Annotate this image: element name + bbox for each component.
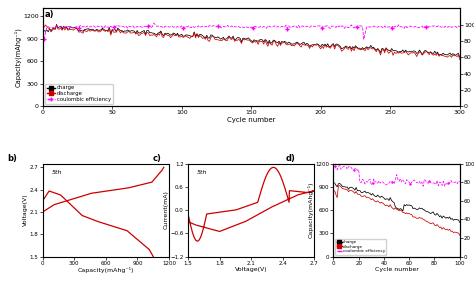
Text: b): b) bbox=[7, 154, 17, 163]
charge bbox=[41, 29, 47, 32]
discharge bbox=[41, 26, 47, 29]
X-axis label: Capacity(mAhg⁻¹): Capacity(mAhg⁻¹) bbox=[78, 267, 134, 273]
X-axis label: Voltage(V): Voltage(V) bbox=[235, 267, 267, 272]
discharge bbox=[290, 43, 296, 47]
coulombic efficiency bbox=[41, 38, 47, 41]
discharge bbox=[419, 53, 425, 57]
discharge bbox=[457, 58, 463, 61]
Text: 5th: 5th bbox=[197, 170, 207, 175]
coulombic efficiency bbox=[393, 24, 399, 28]
Line: charge: charge bbox=[44, 25, 460, 57]
X-axis label: Cycle number: Cycle number bbox=[374, 267, 419, 272]
Text: d): d) bbox=[285, 154, 295, 163]
Y-axis label: Current(mA): Current(mA) bbox=[164, 191, 169, 230]
coulombic efficiency bbox=[419, 25, 425, 28]
coulombic efficiency bbox=[457, 25, 463, 28]
X-axis label: Cycle number: Cycle number bbox=[227, 117, 275, 123]
charge bbox=[43, 30, 48, 33]
Line: discharge: discharge bbox=[44, 25, 460, 60]
Text: c): c) bbox=[153, 154, 162, 163]
charge bbox=[297, 43, 303, 46]
discharge bbox=[393, 52, 399, 55]
Line: coulombic efficiency: coulombic efficiency bbox=[42, 21, 462, 41]
charge bbox=[393, 49, 399, 52]
discharge bbox=[43, 23, 48, 27]
discharge bbox=[297, 44, 303, 48]
coulombic efficiency bbox=[151, 21, 157, 25]
Text: a): a) bbox=[45, 10, 54, 19]
coulombic efficiency bbox=[43, 31, 48, 35]
charge bbox=[290, 42, 296, 46]
coulombic efficiency bbox=[290, 25, 296, 28]
Legend: charge, discharge, coulombic efficiency: charge, discharge, coulombic efficiency bbox=[336, 239, 386, 255]
coulombic efficiency bbox=[297, 26, 303, 29]
charge bbox=[54, 23, 59, 26]
charge bbox=[457, 56, 463, 59]
Y-axis label: Capacity(mAhg⁻¹): Capacity(mAhg⁻¹) bbox=[308, 182, 314, 238]
Legend: charge, discharge, coulombic efficiency: charge, discharge, coulombic efficiency bbox=[46, 84, 113, 103]
Text: 5th: 5th bbox=[52, 170, 62, 175]
charge bbox=[419, 53, 425, 56]
discharge bbox=[44, 25, 50, 28]
coulombic efficiency bbox=[289, 26, 294, 29]
discharge bbox=[289, 44, 294, 47]
Y-axis label: Voltage(V): Voltage(V) bbox=[23, 194, 28, 226]
charge bbox=[289, 43, 294, 46]
Y-axis label: Capacity(mAhg⁻¹): Capacity(mAhg⁻¹) bbox=[14, 27, 21, 87]
